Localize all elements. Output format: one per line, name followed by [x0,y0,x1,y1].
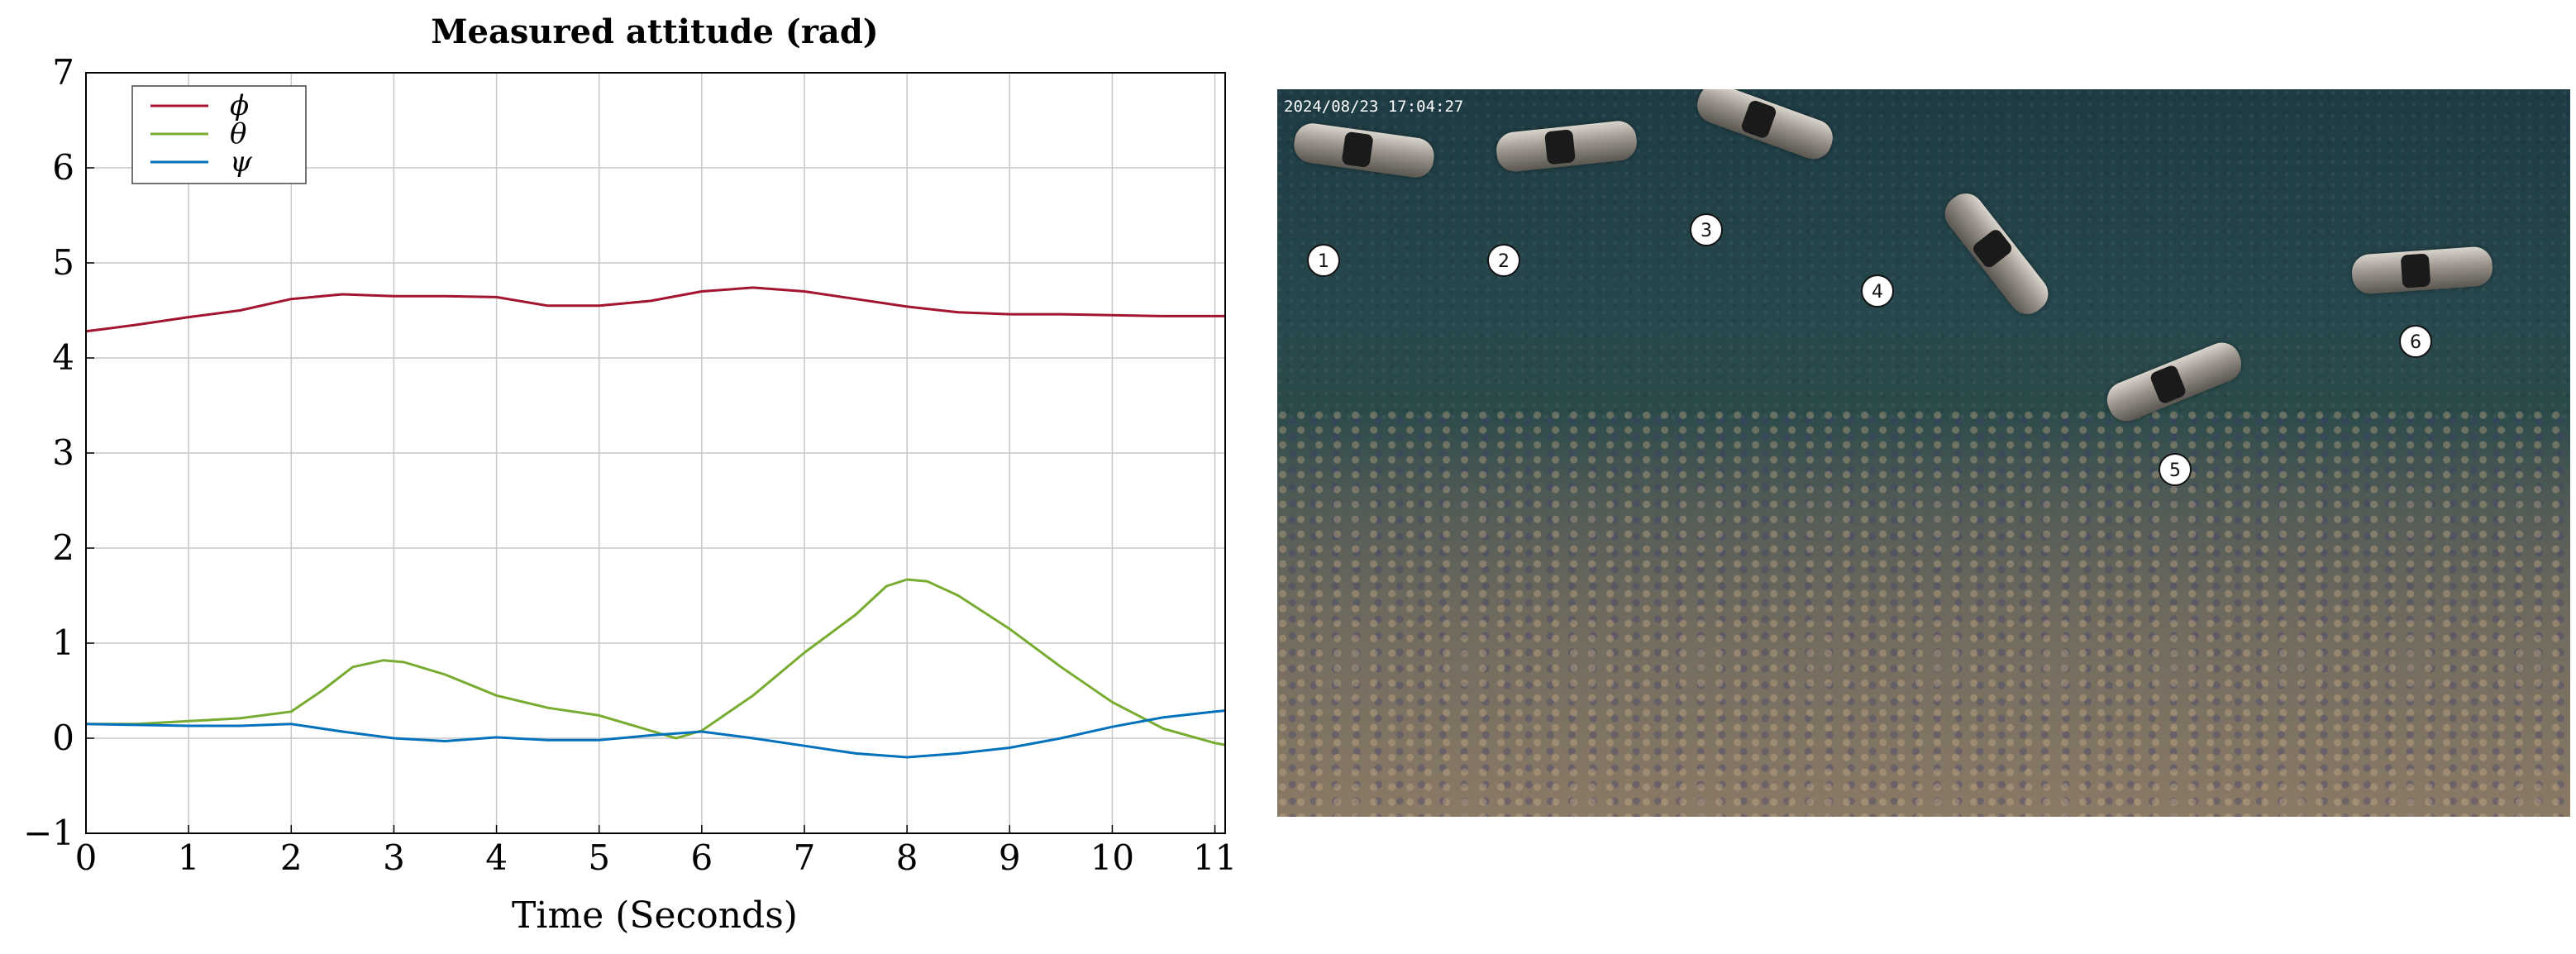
photo-timestamp: 2024/08/23 17:04:27 [1284,98,1464,116]
legend-label: ϕ [230,89,249,122]
y-tick-label: 2 [52,527,74,568]
underwater-photo: 2024/08/23 17:04:27 1 2 3 4 5 6 [1277,89,2570,817]
x-tick-label: 9 [999,837,1021,878]
x-tick-label: 2 [280,837,303,878]
chart-title: Measured attitude (rad) [431,12,878,51]
attitude-chart: Measured attitude (rad) Time (Seconds) 0… [0,0,1240,954]
pose-marker: 4 [1861,274,1894,308]
x-tick-label: 6 [690,837,713,878]
x-axis-label: Time (Seconds) [512,894,798,937]
y-tick-label: 7 [52,52,74,93]
pose-marker: 6 [2399,325,2432,358]
legend-label: θ [230,117,246,150]
x-tick-label: 10 [1090,837,1134,878]
y-tick-label: 5 [52,242,74,283]
x-tick-label: 5 [588,837,610,878]
plot-frame [85,72,1226,834]
y-tick-label: 6 [52,147,74,188]
series-line-2 [86,578,1226,747]
series-line-3 [85,709,1226,759]
x-tick-label: 1 [178,837,200,878]
y-tick-label: 4 [52,337,74,378]
pose-marker: 5 [2159,453,2192,486]
y-tick-label: 1 [52,622,74,663]
y-tick-label: 0 [52,718,74,758]
pose-marker: 1 [1307,244,1340,277]
pose-marker: 3 [1690,213,1723,246]
x-tick-label: 11 [1193,837,1237,878]
x-tick-label: 7 [794,837,816,878]
attitude-chart-svg: Measured attitude (rad) Time (Seconds) 0… [23,12,1237,937]
pose-marker: 2 [1487,244,1520,277]
pool-floor [1277,409,2570,817]
x-tick-label: 0 [75,837,98,878]
series-line-1 [85,286,1225,333]
x-tick-label: 3 [383,837,405,878]
y-tick-label: −1 [23,813,74,853]
legend-label: ψ [230,145,252,179]
x-tick-label: 8 [896,837,918,878]
x-tick-label: 4 [485,837,508,878]
y-tick-label: 3 [52,432,74,473]
